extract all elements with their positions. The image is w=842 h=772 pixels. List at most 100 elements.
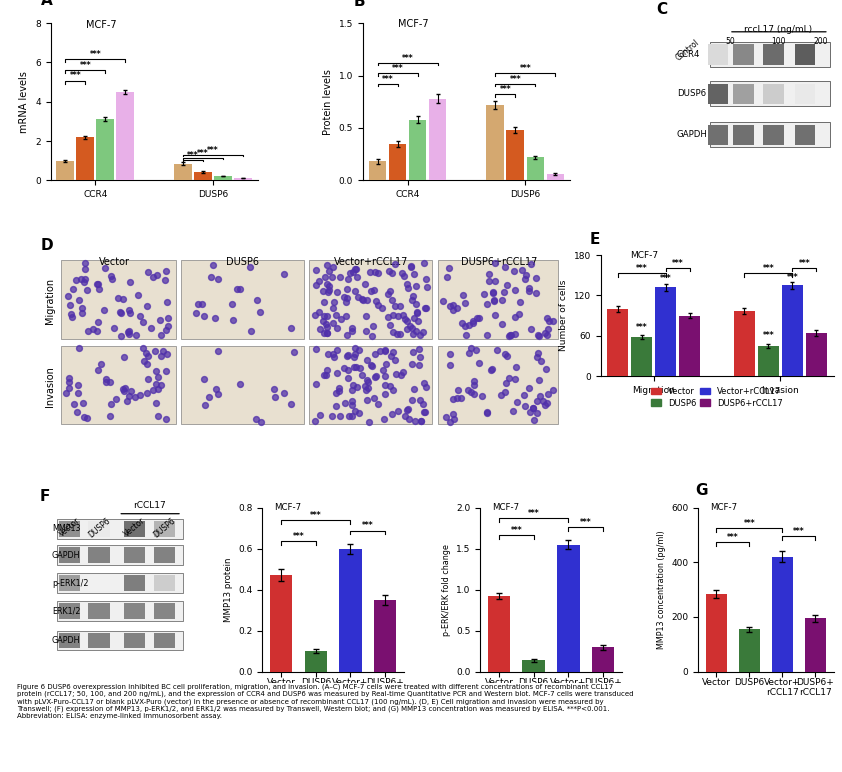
Text: CCR4: CCR4 <box>677 50 701 59</box>
Point <box>385 350 398 362</box>
Point <box>413 329 427 341</box>
Bar <box>523 660 545 672</box>
Point <box>253 306 266 318</box>
Point <box>462 347 476 359</box>
Bar <box>763 124 784 145</box>
Point <box>72 342 86 354</box>
Point <box>509 284 522 296</box>
Point <box>486 286 499 299</box>
Point <box>414 415 428 428</box>
Text: ERK1/2: ERK1/2 <box>52 607 80 615</box>
Point <box>316 285 329 297</box>
Point <box>191 298 205 310</box>
Point <box>384 285 397 297</box>
Point <box>77 398 90 410</box>
Point <box>152 371 165 384</box>
Text: Migration: Migration <box>45 278 56 324</box>
Bar <box>124 603 146 619</box>
Text: ***: *** <box>89 49 101 59</box>
Point <box>536 394 550 407</box>
Point <box>124 276 137 289</box>
Point <box>327 348 340 361</box>
Point <box>62 372 76 384</box>
Point <box>326 301 339 313</box>
Bar <box>438 260 558 339</box>
Point <box>527 414 541 426</box>
Point <box>342 364 355 377</box>
Text: MCF-7: MCF-7 <box>398 19 429 29</box>
Bar <box>153 575 175 591</box>
Point <box>160 347 173 360</box>
Point <box>158 274 172 286</box>
Point <box>267 382 280 394</box>
Point <box>148 345 162 357</box>
Y-axis label: Number of cells: Number of cells <box>559 280 568 351</box>
Point <box>360 324 373 337</box>
Point <box>340 328 354 340</box>
Point <box>321 327 334 340</box>
Point <box>539 398 552 411</box>
Point <box>360 374 374 386</box>
Point <box>417 257 430 269</box>
Point <box>503 372 516 384</box>
Point <box>408 415 422 427</box>
Text: ***: *** <box>580 518 591 527</box>
Point <box>388 354 402 367</box>
Point <box>317 368 331 381</box>
Point <box>345 398 359 411</box>
Point <box>538 327 552 339</box>
Point <box>500 350 514 363</box>
Bar <box>487 105 504 181</box>
Point <box>321 364 334 376</box>
Point <box>345 322 359 334</box>
Text: MCF-7: MCF-7 <box>493 503 520 512</box>
Point <box>328 296 341 308</box>
Point <box>117 350 131 363</box>
Bar <box>153 603 175 619</box>
Bar <box>59 547 80 563</box>
Point <box>377 412 391 425</box>
Point <box>60 387 73 399</box>
Point <box>523 285 536 297</box>
Text: DUSP6: DUSP6 <box>226 257 259 267</box>
Point <box>394 327 408 340</box>
Point <box>356 294 370 306</box>
Point <box>480 406 493 418</box>
Bar <box>389 144 407 181</box>
Point <box>413 343 426 355</box>
Point <box>379 388 392 400</box>
Point <box>250 294 264 306</box>
Point <box>349 284 362 296</box>
Point <box>341 349 354 361</box>
Point <box>495 293 509 306</box>
Point <box>209 311 222 323</box>
Point <box>404 260 418 273</box>
Point <box>443 348 456 361</box>
Point <box>195 298 208 310</box>
Point <box>113 306 126 318</box>
Point <box>456 317 469 329</box>
Text: rccL17 (ng/mL): rccL17 (ng/mL) <box>744 25 813 34</box>
Point <box>159 364 173 377</box>
Point <box>443 415 456 428</box>
Point <box>159 413 173 425</box>
Point <box>405 322 418 334</box>
Bar <box>733 44 754 65</box>
Point <box>546 314 560 327</box>
Point <box>402 413 416 425</box>
Point <box>321 321 334 334</box>
Text: F: F <box>40 489 50 504</box>
Point <box>342 410 355 422</box>
Point <box>124 385 137 398</box>
Point <box>392 310 405 323</box>
Point <box>154 378 168 391</box>
Point <box>64 307 77 320</box>
Point <box>533 391 546 403</box>
Point <box>498 261 512 273</box>
Bar <box>758 346 779 376</box>
Point <box>326 410 339 422</box>
Point <box>477 288 491 300</box>
Point <box>484 364 498 377</box>
Point <box>77 276 91 289</box>
Point <box>320 259 333 272</box>
